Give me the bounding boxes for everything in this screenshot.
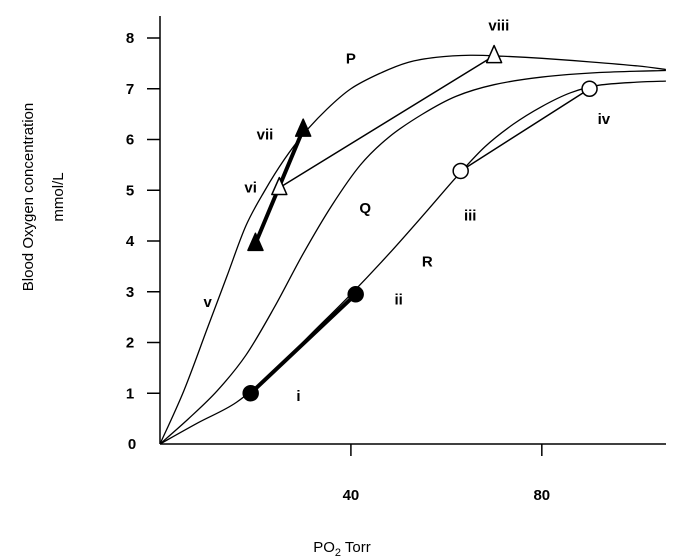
axes: 0 1 2 3 4 5 6 7 8 40 80 PO2 Torr Blood Oxygen concen… bbox=[20, 16, 666, 559]
curves bbox=[159, 54, 666, 445]
point-label-ii: ii bbox=[394, 291, 402, 308]
connector-vi-viii bbox=[278, 55, 495, 189]
y-tick-label: 8 bbox=[126, 30, 134, 47]
point-label-vi: vi bbox=[244, 180, 257, 197]
connectors bbox=[248, 55, 591, 396]
point-label-v: v bbox=[204, 294, 213, 311]
markers bbox=[242, 44, 598, 402]
y-tick-label: 2 bbox=[126, 335, 134, 352]
curve-q bbox=[159, 69, 666, 445]
curve-label-r: R bbox=[422, 253, 433, 270]
curve-p bbox=[159, 54, 666, 445]
y-axis-title: Blood Oxygen concentration mmol/L bbox=[20, 103, 67, 291]
y-tick-label: 3 bbox=[126, 284, 134, 301]
y-tick-label: 6 bbox=[126, 132, 134, 149]
point-label-vii: vii bbox=[257, 126, 274, 143]
point-v bbox=[247, 232, 264, 252]
point-label-iii: iii bbox=[464, 208, 477, 225]
x-tick-label: 80 bbox=[533, 487, 550, 504]
y-tick-label: 0 bbox=[128, 436, 136, 453]
y-tick-label: 5 bbox=[126, 182, 134, 199]
point-iv bbox=[581, 80, 598, 97]
point-iii bbox=[452, 162, 469, 180]
curve-label-q: Q bbox=[359, 200, 371, 217]
y-tick-label: 1 bbox=[126, 385, 134, 402]
point-vi bbox=[271, 176, 288, 196]
point-i bbox=[242, 385, 259, 402]
point-label-iv: iv bbox=[598, 111, 611, 128]
point-label-viii: viii bbox=[488, 17, 509, 34]
x-axis-title: PO2 Torr bbox=[313, 539, 371, 559]
connector-i-ii bbox=[248, 292, 358, 396]
point-label-i: i bbox=[296, 388, 300, 405]
curve-label-p: P bbox=[346, 50, 356, 67]
curve-r bbox=[159, 80, 666, 445]
y-tick-label: 4 bbox=[126, 233, 135, 250]
connector-iii-iv bbox=[459, 88, 591, 172]
y-tick-label: 7 bbox=[126, 81, 134, 98]
point-ii bbox=[347, 286, 364, 303]
point-viii bbox=[485, 44, 503, 64]
point-vii bbox=[294, 118, 312, 137]
x-tick-label: 40 bbox=[343, 487, 360, 504]
